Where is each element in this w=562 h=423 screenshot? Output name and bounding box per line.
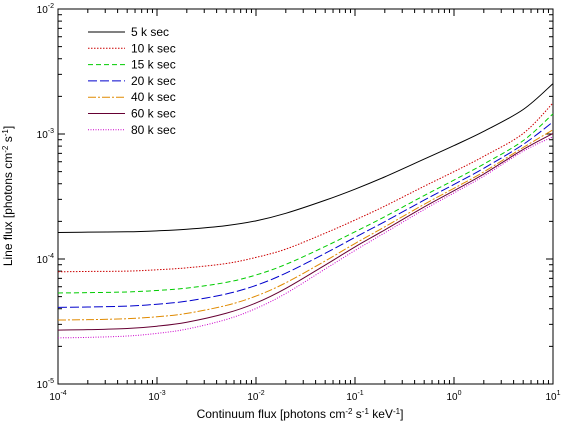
tick-exponent: -5 bbox=[48, 378, 54, 385]
tick-exponent: -4 bbox=[48, 253, 54, 260]
series-line-6 bbox=[57, 136, 554, 339]
series-line-3 bbox=[57, 121, 554, 308]
y-axis-label: Line flux [photons cm-2 s-1] bbox=[1, 126, 15, 266]
label-text-part: s bbox=[352, 407, 361, 421]
tick-exponent: -2 bbox=[258, 390, 264, 397]
legend-label: 20 k sec bbox=[131, 74, 176, 88]
tick-base: 10 bbox=[37, 255, 49, 266]
tick-exponent: -4 bbox=[60, 390, 66, 397]
label-text-part: Continuum flux [photons cm bbox=[197, 407, 346, 421]
tick-base: 10 bbox=[148, 392, 160, 403]
label-text-part: s bbox=[1, 136, 15, 145]
y-tick-label: 10-2 bbox=[37, 3, 54, 16]
legend: 5 k sec 10 k sec 15 k sec 20 k sec 40 k sec 6… bbox=[88, 25, 176, 137]
tick-base: 10 bbox=[446, 392, 458, 403]
x-tick-label: 10-1 bbox=[346, 390, 363, 403]
tick-exponent: -1 bbox=[357, 390, 363, 397]
tick-base: 10 bbox=[37, 380, 49, 391]
legend-label: 40 k sec bbox=[131, 90, 176, 104]
series-line-1 bbox=[57, 102, 554, 273]
series-line-0 bbox=[57, 83, 554, 233]
tick-base: 10 bbox=[346, 392, 358, 403]
tick-exponent: 0 bbox=[458, 390, 462, 397]
x-axis-label: Continuum flux [photons cm-2 s-1 keV-1] bbox=[197, 407, 404, 421]
tick-base: 10 bbox=[49, 392, 61, 403]
legend-label: 5 k sec bbox=[131, 25, 169, 39]
label-superscript: -1 bbox=[393, 407, 401, 416]
tick-base: 10 bbox=[37, 130, 49, 141]
tick-base: 10 bbox=[247, 392, 259, 403]
label-text-part: keV bbox=[369, 407, 393, 421]
y-tick-label: 10-3 bbox=[37, 128, 54, 141]
x-tick-label: 10-3 bbox=[148, 390, 165, 403]
label-superscript: -2 bbox=[1, 145, 10, 153]
y-tick-label: 10-5 bbox=[37, 378, 54, 391]
x-tick-label: 101 bbox=[545, 390, 560, 403]
label-text-part: ] bbox=[1, 126, 15, 129]
tick-exponent: -3 bbox=[48, 128, 54, 135]
tick-exponent: -2 bbox=[48, 3, 54, 10]
legend-label: 60 k sec bbox=[131, 107, 176, 121]
series-lines bbox=[57, 83, 554, 339]
label-text-part: Line flux [photons cm bbox=[1, 153, 15, 266]
plot-frame bbox=[57, 8, 554, 385]
legend-label: 80 k sec bbox=[131, 123, 176, 137]
label-superscript: -1 bbox=[362, 407, 370, 416]
series-line-4 bbox=[57, 129, 554, 321]
legend-label: 15 k sec bbox=[131, 58, 176, 72]
tick-base: 10 bbox=[545, 392, 557, 403]
tick-exponent: 1 bbox=[557, 390, 561, 397]
label-superscript: -1 bbox=[1, 129, 10, 137]
label-text-part: ] bbox=[400, 407, 403, 421]
tick-base: 10 bbox=[37, 5, 49, 16]
label-superscript: -2 bbox=[345, 407, 353, 416]
x-tick-label: 10-4 bbox=[49, 390, 66, 403]
series-line-5 bbox=[57, 133, 554, 331]
x-tick-label: 100 bbox=[446, 390, 461, 403]
legend-label: 10 k sec bbox=[131, 41, 176, 55]
tick-exponent: -3 bbox=[159, 390, 165, 397]
series-line-2 bbox=[57, 113, 554, 294]
axis-ticks bbox=[57, 8, 554, 385]
x-tick-label: 10-2 bbox=[247, 390, 264, 403]
y-tick-label: 10-4 bbox=[37, 253, 54, 266]
